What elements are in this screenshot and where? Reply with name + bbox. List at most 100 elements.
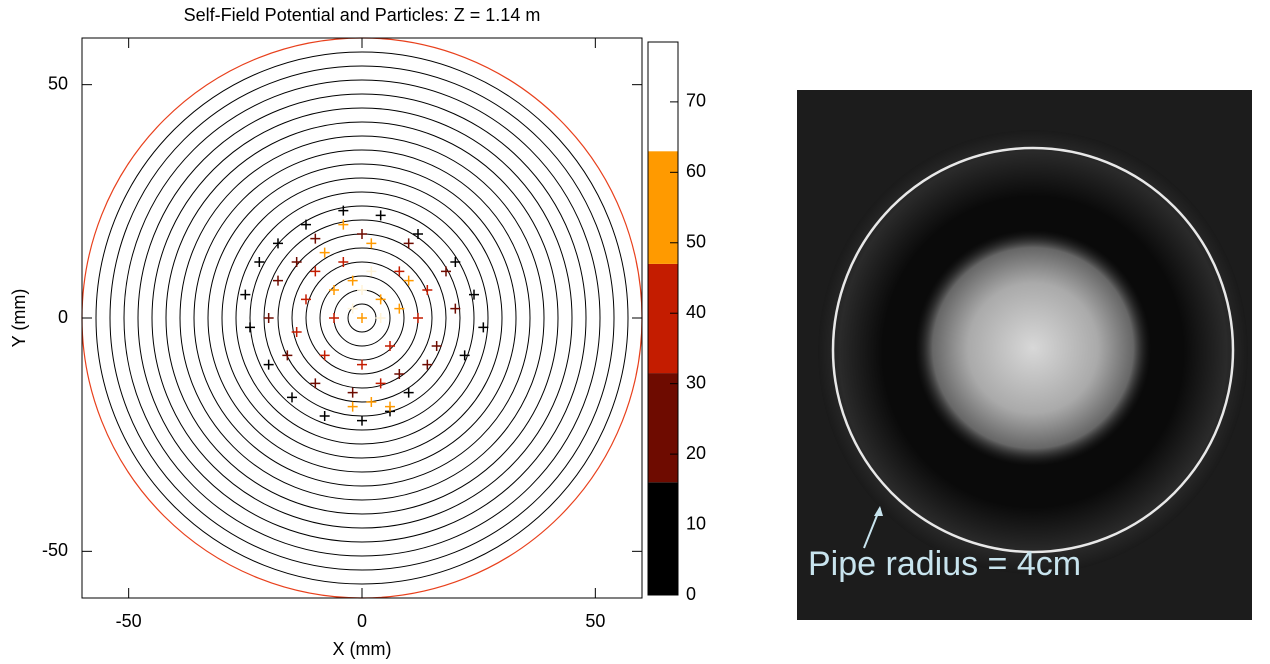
contour-line [109,65,615,571]
contour-line [235,191,489,445]
particle [319,247,330,258]
particle [329,285,339,295]
contour-line [249,205,475,431]
x-tick-label: -50 [116,611,142,631]
particle [450,257,461,267]
particle [347,303,358,314]
particle [287,392,297,403]
x-axis-label: X (mm) [333,639,392,659]
particle [347,387,358,398]
particle [301,219,311,230]
particle [347,275,358,286]
particle [338,205,349,216]
contour-line [193,149,531,487]
colorbar-tick-label: 50 [686,232,706,252]
contour-line [95,51,629,585]
particle [469,289,479,300]
particle [478,322,489,333]
particle [403,238,414,249]
particle [310,378,321,389]
particle [375,210,386,221]
particle [310,266,321,277]
particle [357,313,367,323]
colorbar-tick-label: 20 [686,443,706,463]
particle [394,369,405,379]
particle [254,257,265,267]
y-tick-label: -50 [42,540,68,560]
colorbar-tick-label: 10 [686,513,706,533]
particle [441,266,451,277]
particle [403,387,414,398]
colorbar-tick-label: 70 [686,91,706,111]
particle [240,289,251,300]
particle [273,275,283,286]
x-tick-label: 0 [357,611,367,631]
particle [291,327,302,337]
particle [431,341,442,351]
particle [301,294,311,305]
particle [459,350,470,361]
particle [403,275,414,286]
particle [413,229,423,239]
contour-line [151,107,573,529]
colorbar-tick-label: 0 [686,584,696,604]
particle [375,313,386,323]
colorbar-band [648,151,678,264]
contour-line [179,135,545,501]
particle [450,303,461,314]
y-tick-label: 0 [58,307,68,327]
particle [394,266,405,277]
contour-line [165,121,559,515]
particle [357,359,367,370]
particle [422,359,433,370]
particle [338,219,349,230]
particle [263,359,274,370]
arrow-head [874,506,883,516]
annotation: Pipe radius = 4cm [808,545,1081,583]
contour-line [291,247,433,389]
particle [282,350,293,361]
particle [338,257,349,267]
colorbar-frame [647,41,679,596]
colorbar-band [648,482,678,595]
colorbar-tick-label: 30 [686,372,706,392]
particle [366,238,377,249]
particle [422,285,433,295]
particle [263,313,274,323]
colorbar-tick-label: 40 [686,302,706,322]
chart-title: Self-Field Potential and Particles: Z = … [184,5,541,25]
colorbar-tick-label: 60 [686,161,706,181]
particle [385,341,395,351]
colorbar-band [648,263,678,374]
particle [273,238,283,249]
particle [319,350,330,361]
particle [347,401,358,412]
contour-line [137,93,587,543]
x-tick-label: 50 [585,611,605,631]
particle [375,294,386,305]
particle [357,229,367,239]
particle [366,266,377,277]
contour-line [221,177,503,459]
particle [375,378,386,389]
contour-line [207,163,517,473]
y-axis-label: Y (mm) [9,289,29,348]
particle [357,415,367,426]
beam-spot [915,230,1151,466]
particle [357,285,367,295]
particle [291,257,302,267]
particle [385,401,395,412]
particle [394,303,405,314]
particle [310,233,321,244]
pipe-outline [831,146,1235,554]
beam-image: Pipe radius = 4cm [797,90,1252,620]
contour-line [123,79,601,557]
plot-area: -50 0 50 -50 0 50 0 10 20 30 40 50 60 70 [42,37,706,631]
particle [413,313,423,323]
particle [245,322,255,333]
colorbar-band [648,373,678,483]
colorbar-band [648,42,678,152]
particle [319,411,330,421]
particle [329,313,339,323]
